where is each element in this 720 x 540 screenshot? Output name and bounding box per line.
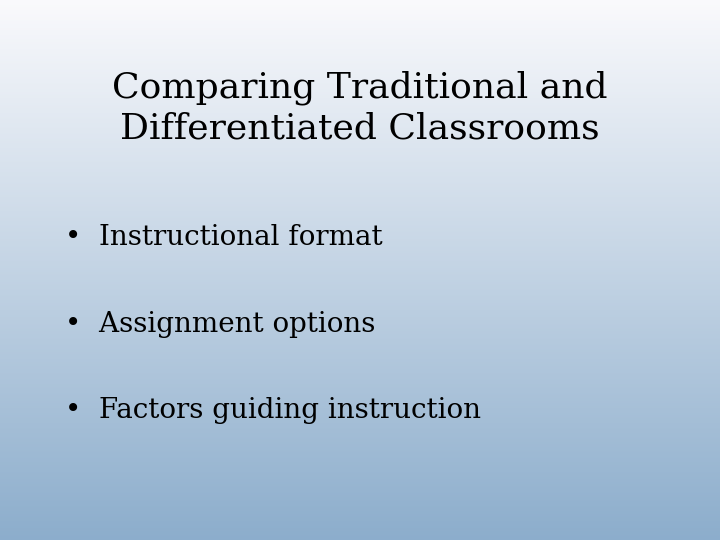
Text: •  Instructional format: • Instructional format xyxy=(65,224,382,251)
Text: Comparing Traditional and
Differentiated Classrooms: Comparing Traditional and Differentiated… xyxy=(112,70,608,145)
Text: •  Factors guiding instruction: • Factors guiding instruction xyxy=(65,397,481,424)
Text: •  Assignment options: • Assignment options xyxy=(65,310,375,338)
